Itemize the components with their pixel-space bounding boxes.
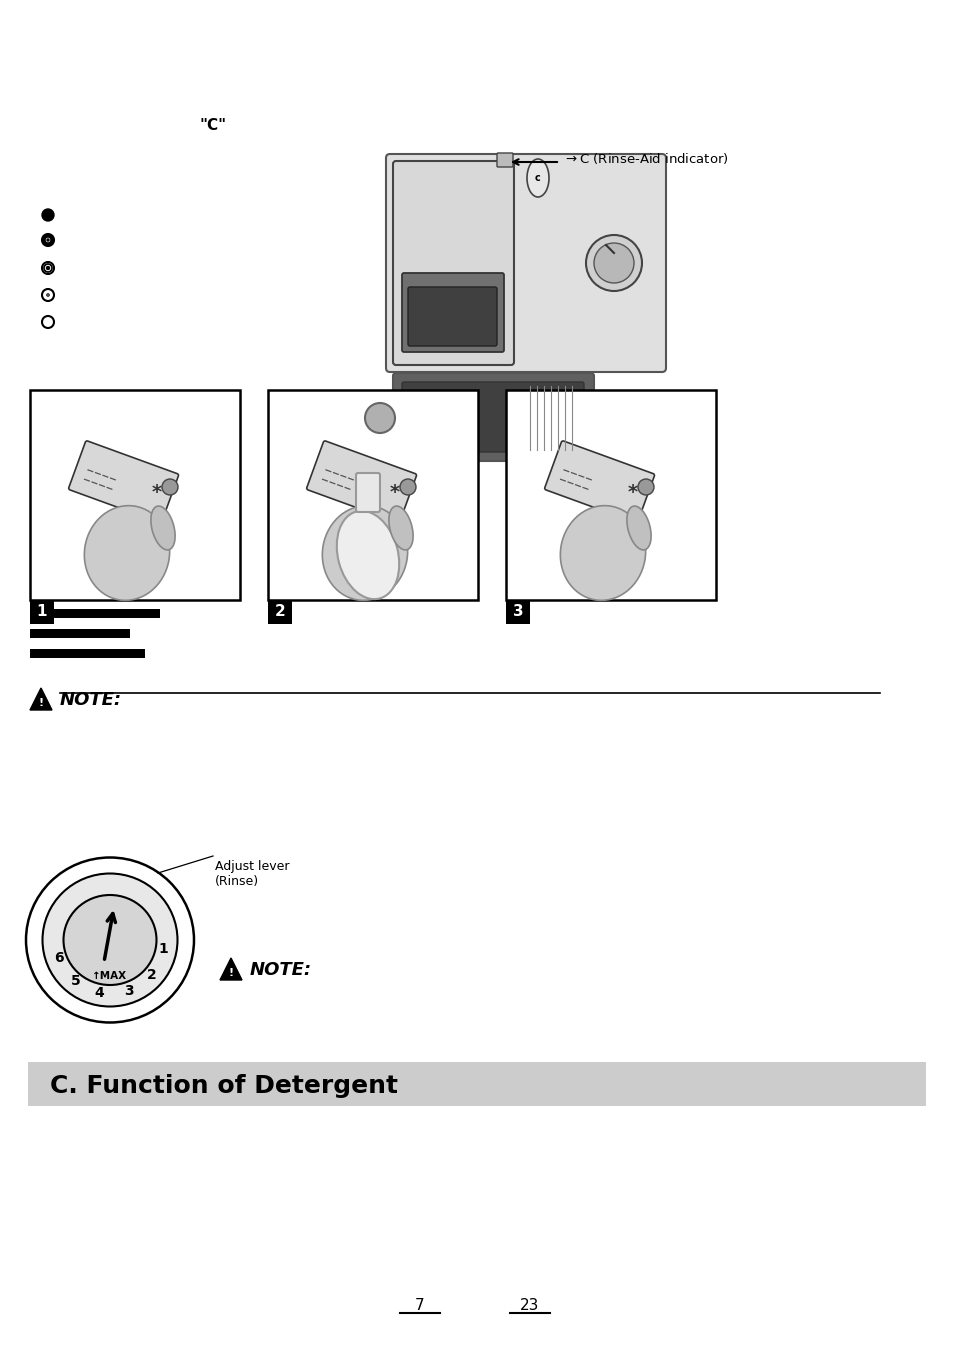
Text: "C": "C" <box>200 117 227 134</box>
Circle shape <box>42 262 54 274</box>
Text: !: ! <box>38 698 44 707</box>
Circle shape <box>42 234 54 246</box>
Text: *: * <box>627 483 637 502</box>
Text: 1: 1 <box>37 605 48 620</box>
FancyBboxPatch shape <box>401 382 583 452</box>
Text: 23: 23 <box>519 1297 539 1312</box>
Text: *: * <box>152 483 161 502</box>
Circle shape <box>44 265 52 271</box>
Bar <box>30 629 130 639</box>
Circle shape <box>42 289 54 301</box>
Ellipse shape <box>322 506 407 601</box>
Text: !: ! <box>228 968 233 977</box>
Bar <box>505 599 530 624</box>
FancyBboxPatch shape <box>393 373 594 460</box>
Text: $\rightarrow$C (Rinse-Aid indicator): $\rightarrow$C (Rinse-Aid indicator) <box>562 150 728 166</box>
Ellipse shape <box>64 895 156 986</box>
Ellipse shape <box>559 506 645 601</box>
Circle shape <box>42 209 54 221</box>
Text: *: * <box>389 483 399 502</box>
Text: C. Function of Detergent: C. Function of Detergent <box>50 1075 397 1098</box>
Ellipse shape <box>26 857 193 1022</box>
FancyBboxPatch shape <box>386 154 665 373</box>
Circle shape <box>47 266 50 270</box>
Bar <box>30 649 145 657</box>
Bar <box>268 390 477 599</box>
Bar <box>28 1062 925 1106</box>
Ellipse shape <box>389 506 413 549</box>
Circle shape <box>47 239 49 242</box>
Ellipse shape <box>43 873 177 1007</box>
Text: 2: 2 <box>274 605 285 620</box>
Circle shape <box>594 243 634 284</box>
Text: ↑MAX: ↑MAX <box>92 971 128 981</box>
Polygon shape <box>220 958 242 980</box>
Text: NOTE:: NOTE: <box>60 691 122 709</box>
Text: 2: 2 <box>147 968 156 981</box>
Text: 7: 7 <box>415 1297 424 1312</box>
FancyBboxPatch shape <box>408 288 497 346</box>
FancyBboxPatch shape <box>401 273 503 352</box>
Circle shape <box>638 479 654 495</box>
Text: 3: 3 <box>512 605 523 620</box>
Text: NOTE:: NOTE: <box>250 961 312 979</box>
Ellipse shape <box>84 506 170 601</box>
FancyBboxPatch shape <box>69 441 178 522</box>
Text: 5: 5 <box>71 975 80 988</box>
Text: 3: 3 <box>124 984 133 998</box>
Text: Adjust lever
(Rinse): Adjust lever (Rinse) <box>214 860 289 888</box>
FancyBboxPatch shape <box>544 441 654 522</box>
Bar <box>30 609 160 618</box>
Circle shape <box>47 294 50 296</box>
Circle shape <box>365 404 395 433</box>
Circle shape <box>42 316 54 328</box>
FancyBboxPatch shape <box>355 472 379 512</box>
Text: 6: 6 <box>54 952 64 965</box>
Ellipse shape <box>336 510 398 599</box>
Text: 1: 1 <box>158 942 168 956</box>
Ellipse shape <box>151 506 175 549</box>
Text: c: c <box>535 173 540 184</box>
Bar <box>505 390 716 599</box>
Text: 4: 4 <box>93 986 104 1000</box>
Ellipse shape <box>526 159 548 197</box>
Circle shape <box>45 238 51 243</box>
Bar <box>30 599 54 624</box>
Ellipse shape <box>626 506 651 549</box>
Circle shape <box>585 235 641 292</box>
Polygon shape <box>30 688 52 710</box>
FancyBboxPatch shape <box>306 441 416 522</box>
FancyBboxPatch shape <box>497 153 513 167</box>
Bar <box>268 599 292 624</box>
Circle shape <box>162 479 178 495</box>
Circle shape <box>399 479 416 495</box>
Bar <box>30 390 240 599</box>
FancyBboxPatch shape <box>393 161 514 364</box>
